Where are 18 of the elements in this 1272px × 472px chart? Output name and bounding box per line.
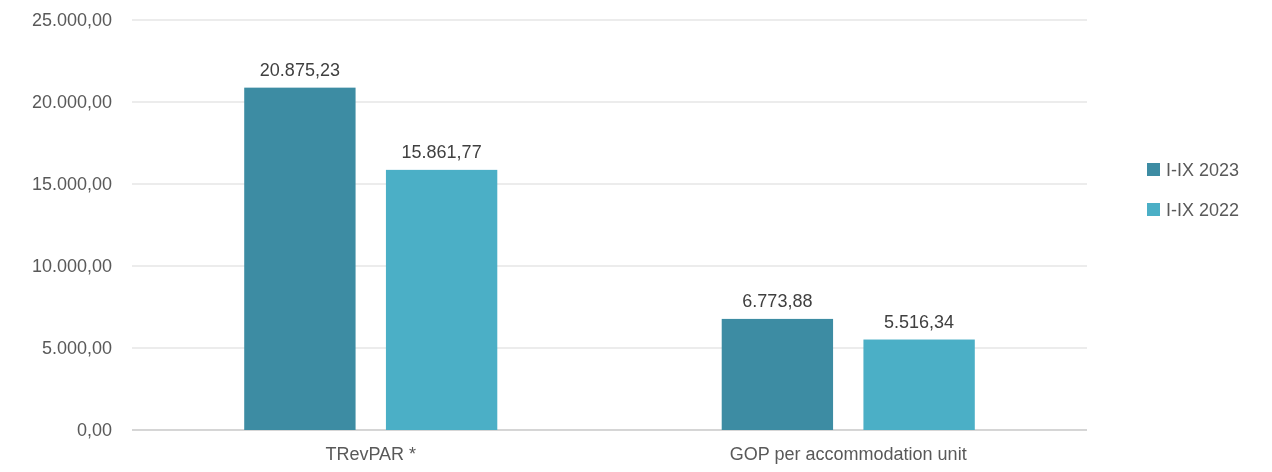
- data-label: 15.861,77: [401, 141, 482, 162]
- x-tick-label: TRevPAR *: [325, 444, 417, 464]
- y-tick-label: 25.000,00: [31, 10, 112, 31]
- data-label: 20.875,23: [259, 59, 340, 80]
- legend-label: I-IX 2023: [1166, 160, 1240, 181]
- bar: [721, 318, 834, 430]
- y-tick-label: 20.000,00: [31, 92, 112, 113]
- x-tick-label: GOP per accommodation unit: [729, 444, 967, 464]
- bar: [863, 339, 975, 430]
- bar: [244, 87, 356, 430]
- legend-label: I-IX 2022: [1166, 200, 1240, 221]
- y-tick-label: 0,00: [76, 420, 112, 441]
- bar: [385, 169, 498, 430]
- y-tick-label: 10.000,00: [31, 256, 112, 277]
- y-tick-label: 15.000,00: [31, 174, 112, 195]
- y-tick-label: 5.000,00: [41, 338, 112, 359]
- data-label: 5.516,34: [884, 311, 955, 332]
- data-label: 6.773,88: [742, 290, 813, 311]
